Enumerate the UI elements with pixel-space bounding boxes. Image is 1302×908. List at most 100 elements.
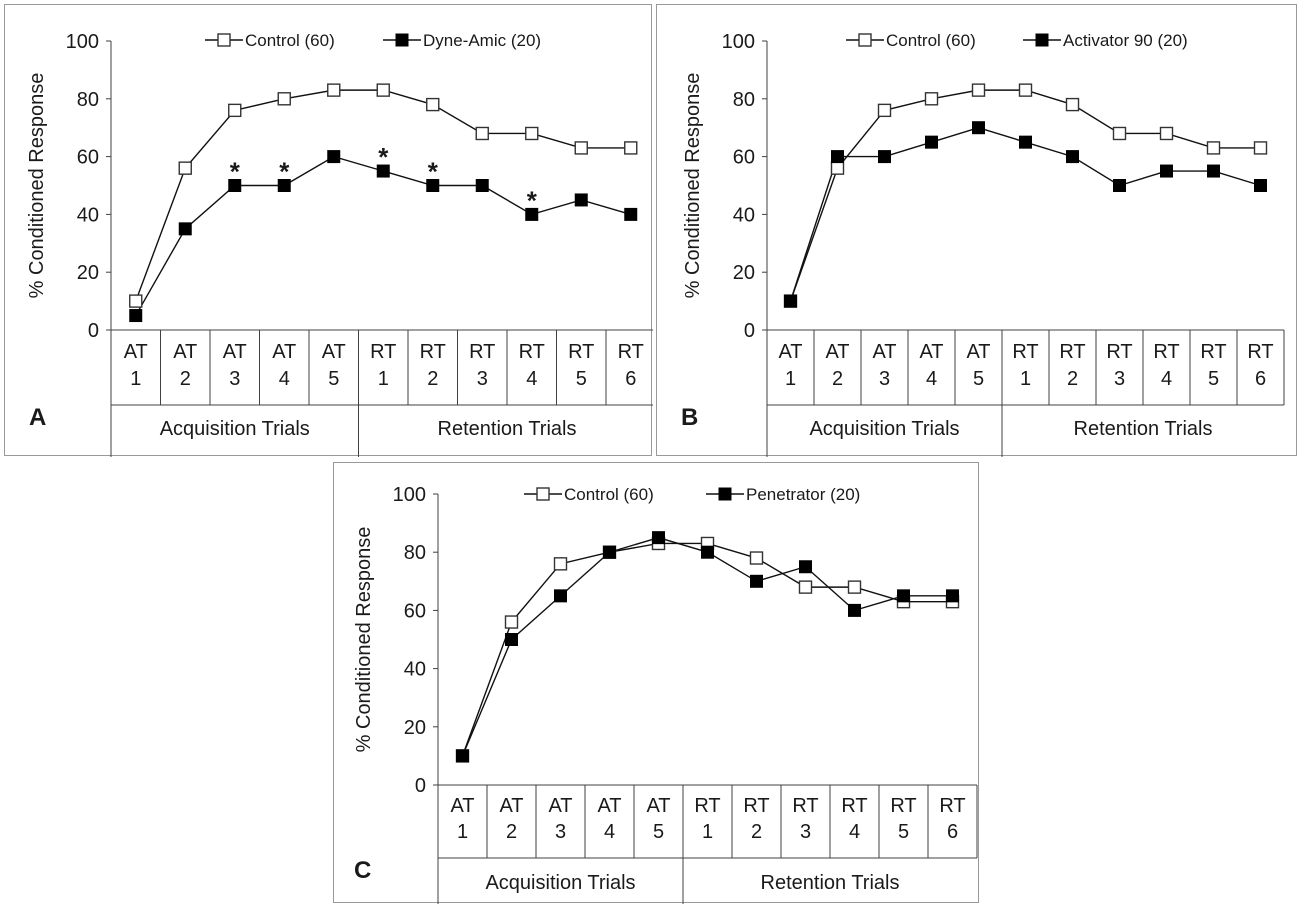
data-point-open: [830, 161, 845, 175]
data-point-open: [277, 92, 291, 106]
x-tick-label-bottom: 4: [926, 368, 937, 390]
chart-b: 0 20 40 60 80 100 % Conditioned Response AT 1 AT 2…: [681, 31, 1285, 457]
x-tick-label-bottom: 6: [947, 821, 958, 843]
x-tick-label-top: AT: [825, 341, 849, 363]
y-axis-title: % Conditioned Response: [682, 73, 704, 299]
x-tick-label-top: AT: [548, 795, 572, 817]
panel-b: 0 20 40 60 80 100 % Conditioned Response AT 1 AT 2…: [656, 4, 1297, 457]
y-tick-label: 100: [66, 31, 99, 53]
legend-marker: [858, 33, 872, 47]
chart-a: 0 20 40 60 80 100 % Conditioned Response AT 1 AT 2…: [26, 31, 653, 457]
panel-a: 0 20 40 60 80 100 % Conditioned Response AT 1 AT 2…: [4, 4, 653, 457]
x-tick-label-bottom: 4: [279, 368, 290, 390]
data-point-filled: [277, 179, 291, 192]
y-tick-label: 80: [404, 542, 426, 564]
data-point-filled: [426, 179, 440, 192]
significance-star: *: [428, 157, 439, 187]
data-point-open: [504, 615, 519, 629]
data-point-filled: [1207, 164, 1220, 178]
data-point-filled: [1019, 135, 1032, 149]
data-point-open: [877, 103, 892, 118]
significance-star: *: [279, 157, 290, 187]
y-tick-label: 40: [733, 204, 755, 226]
x-tick-label-top: RT: [1012, 341, 1038, 363]
data-point-open: [228, 103, 242, 118]
data-point-filled: [946, 589, 959, 603]
data-point-filled: [878, 150, 891, 164]
x-group-label: Retention Trials: [761, 872, 900, 894]
data-point-filled: [228, 179, 242, 192]
y-axis-title: % Conditioned Response: [26, 73, 48, 299]
chart-c: 0 20 40 60 80 100 % Conditioned Response AT 1 AT 2…: [353, 484, 978, 904]
data-point-open: [525, 126, 539, 141]
x-tick-label-top: RT: [1247, 341, 1273, 363]
data-point-filled: [972, 121, 985, 135]
data-point-open: [624, 141, 638, 155]
x-tick-label-top: AT: [646, 795, 670, 817]
x-tick-label-bottom: 3: [1114, 368, 1125, 390]
data-point-filled: [750, 574, 763, 588]
x-tick-label-top: RT: [890, 795, 916, 817]
x-tick-label-top: RT: [1106, 341, 1132, 363]
y-tick-label: 60: [77, 147, 99, 169]
legend-marker: [1035, 33, 1049, 47]
x-tick-label-bottom: 6: [625, 368, 636, 390]
x-tick-label-bottom: 6: [1255, 368, 1266, 390]
y-tick-label: 100: [722, 31, 755, 53]
y-tick-label: 40: [77, 204, 99, 226]
data-point-open: [475, 126, 489, 141]
panel-label: A: [29, 404, 46, 431]
x-tick-label-top: AT: [966, 341, 990, 363]
legend-marker: [536, 487, 550, 501]
data-point-open: [574, 141, 588, 155]
data-point-filled: [897, 589, 910, 603]
x-tick-label-bottom: 2: [1067, 368, 1078, 390]
x-tick-label-top: AT: [597, 795, 621, 817]
x-tick-label-top: RT: [1059, 341, 1085, 363]
y-tick-label: 100: [393, 484, 426, 506]
series-line-1: [135, 155, 631, 316]
x-tick-label-bottom: 3: [879, 368, 890, 390]
data-point-filled: [554, 589, 567, 603]
data-point-filled: [848, 603, 861, 617]
x-tick-label-top: AT: [124, 341, 148, 363]
legend-label: Dyne-Amic (20): [423, 31, 541, 50]
x-tick-label-top: AT: [450, 795, 474, 817]
x-tick-label-top: RT: [743, 795, 769, 817]
data-point-open: [749, 551, 764, 565]
x-tick-label-top: RT: [370, 341, 396, 363]
x-group-label: Retention Trials: [1074, 418, 1213, 440]
data-point-filled: [1160, 164, 1173, 178]
x-tick-label-bottom: 5: [328, 368, 339, 390]
data-point-filled: [925, 135, 938, 149]
x-tick-label-bottom: 1: [1020, 368, 1031, 390]
x-tick-label-bottom: 2: [832, 368, 843, 390]
y-tick-label: 0: [88, 320, 99, 342]
x-group-label: Acquisition Trials: [160, 418, 310, 440]
legend-label: Activator 90 (20): [1063, 31, 1188, 50]
data-point-filled: [475, 179, 489, 192]
x-tick-label-bottom: 1: [457, 821, 468, 843]
x-tick-label-top: RT: [841, 795, 867, 817]
x-tick-label-bottom: 3: [555, 821, 566, 843]
data-point-filled: [525, 207, 539, 221]
y-axis-title: % Conditioned Response: [353, 527, 375, 753]
data-point-open: [376, 83, 390, 97]
data-point-open: [1206, 141, 1221, 155]
data-point-filled: [1066, 150, 1079, 164]
y-tick-label: 0: [415, 775, 426, 797]
x-tick-label-top: AT: [872, 341, 896, 363]
x-tick-label-top: AT: [778, 341, 802, 363]
data-point-filled: [652, 531, 665, 545]
x-tick-label-top: AT: [499, 795, 523, 817]
x-tick-label-bottom: 1: [702, 821, 713, 843]
panel-label: C: [354, 857, 371, 884]
x-tick-label-bottom: 1: [378, 368, 389, 390]
x-tick-label-bottom: 4: [526, 368, 537, 390]
y-tick-label: 0: [744, 320, 755, 342]
x-tick-label-top: RT: [694, 795, 720, 817]
x-group-label: Acquisition Trials: [485, 872, 635, 894]
data-point-open: [1065, 97, 1080, 112]
data-point-open: [327, 83, 341, 97]
legend-marker: [217, 33, 231, 47]
